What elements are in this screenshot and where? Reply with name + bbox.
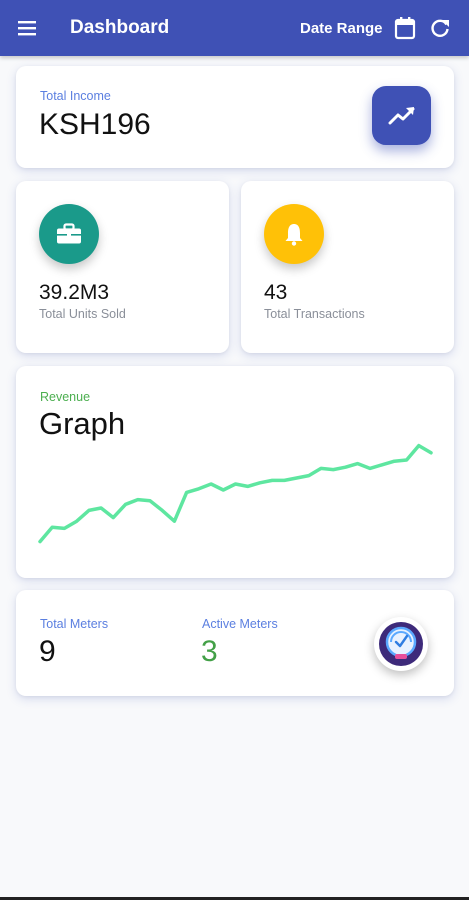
refresh-button[interactable]	[427, 15, 453, 41]
bell-badge	[264, 204, 324, 264]
bottom-edge	[0, 897, 469, 900]
date-range-button[interactable]: Date Range	[300, 20, 383, 37]
total-income-value: KSH196	[39, 108, 151, 141]
transactions-card: 43 Total Transactions	[241, 181, 454, 353]
total-meters-label: Total Meters	[40, 617, 109, 631]
units-sold-label: Total Units Sold	[39, 307, 126, 321]
trend-button[interactable]	[372, 86, 431, 145]
page-title: Dashboard	[70, 17, 170, 38]
menu-button[interactable]	[14, 14, 42, 42]
total-meters-value: 9	[39, 635, 56, 668]
total-income-card: Total Income KSH196	[16, 66, 454, 168]
transactions-label: Total Transactions	[264, 307, 365, 321]
units-sold-card: 39.2M3 Total Units Sold	[16, 181, 229, 353]
revenue-line-chart	[38, 443, 433, 544]
graph-title: Graph	[39, 406, 126, 441]
calendar-icon	[394, 17, 416, 40]
app-bar: Dashboard Date Range	[0, 0, 469, 56]
meter-gauge-button[interactable]	[374, 617, 428, 671]
meters-card: Total Meters 9 Active Meters 3	[16, 590, 454, 696]
briefcase-icon	[57, 223, 81, 244]
active-meters-label: Active Meters	[202, 617, 278, 631]
units-sold-value: 39.2M3	[39, 281, 110, 304]
revenue-graph-card: Revenue Graph	[16, 366, 454, 578]
refresh-icon	[431, 19, 449, 37]
trending-up-icon	[388, 106, 414, 124]
revenue-series-line	[38, 443, 433, 544]
total-income-label: Total Income	[40, 89, 111, 103]
revenue-label: Revenue	[40, 390, 91, 404]
transactions-value: 43	[264, 281, 288, 304]
active-meters-value: 3	[201, 635, 218, 668]
briefcase-badge	[39, 204, 99, 264]
menu-icon	[18, 21, 36, 36]
gauge-icon	[379, 622, 423, 666]
bell-icon	[285, 224, 303, 246]
calendar-button[interactable]	[392, 15, 418, 41]
